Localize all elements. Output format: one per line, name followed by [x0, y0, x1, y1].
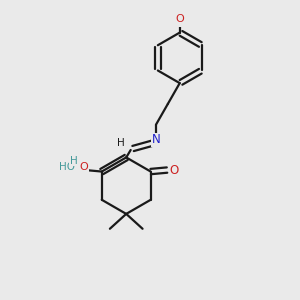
Text: H: H — [177, 16, 185, 27]
Text: H: H — [117, 139, 125, 148]
Text: N: N — [152, 133, 160, 146]
Text: HO: HO — [59, 162, 75, 172]
Text: O: O — [80, 162, 88, 172]
Text: O: O — [170, 164, 179, 177]
Text: O: O — [175, 14, 184, 24]
Text: H: H — [70, 156, 77, 166]
